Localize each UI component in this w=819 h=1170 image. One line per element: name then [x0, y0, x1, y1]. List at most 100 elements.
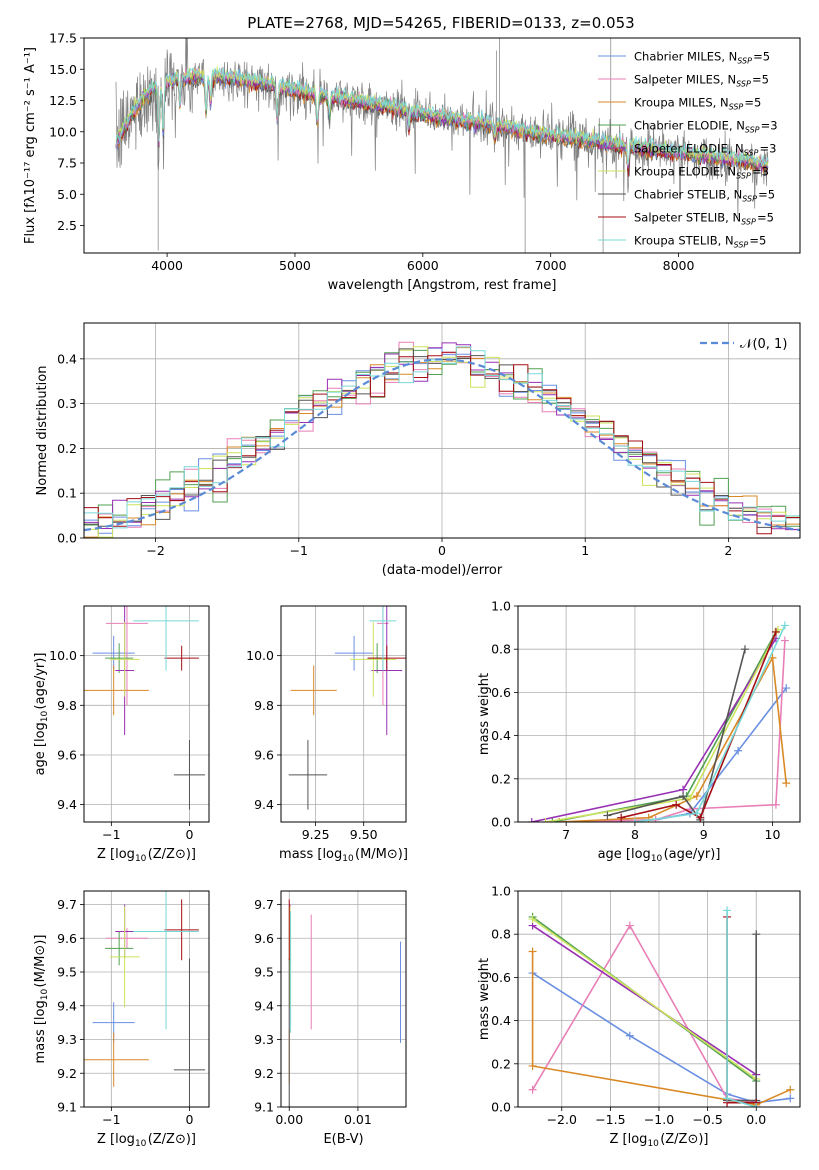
- y-tick-label: 1.0: [491, 884, 511, 899]
- y-tick-label: 9.4: [57, 998, 77, 1013]
- x-tick-label: 0: [185, 827, 193, 842]
- weight-marker-ss: [672, 800, 681, 809]
- x-tick-label: −1: [102, 827, 120, 842]
- legend-label: Salpeter MILES, NSSP =5: [634, 73, 769, 89]
- plot-area: [84, 341, 800, 538]
- y-tick-label: 9.8: [57, 698, 77, 713]
- weight-marker-ss: [771, 627, 780, 636]
- y-tick-label: 0.2: [57, 441, 77, 456]
- weight-marker-ks: [780, 621, 789, 630]
- grid-lines: [84, 606, 209, 822]
- y-tick-label: 1.0: [491, 599, 511, 614]
- weight-line-se: [532, 924, 757, 1076]
- x-tick-label: −0.5: [692, 1112, 722, 1127]
- y-axis-label: mass weight: [477, 958, 492, 1040]
- legend-label: Salpeter ELODIE, NSSP =3: [634, 142, 776, 158]
- x-tick-label: 9: [700, 827, 708, 842]
- legend-label: Kroupa STELIB, NSSP =5: [634, 234, 766, 250]
- x-tick-label: −2.0: [547, 1112, 577, 1127]
- axes: −2 −1 0 1 2 0.0 0.1 0.2 0.3 0.4 (data-model)/error…: [35, 322, 801, 578]
- y-tick-label: 0.0: [57, 531, 77, 546]
- legend-label: Chabrier ELODIE, NSSP =3: [634, 119, 778, 135]
- x-tick-label: 9.50: [350, 827, 378, 842]
- y-tick-label: 0.4: [491, 728, 511, 743]
- legend: 𝒩(0, 1): [700, 337, 787, 352]
- x-axis-label: wavelength [Angstrom, rest frame]: [328, 278, 557, 293]
- weight-marker-ke: [528, 915, 537, 924]
- weight-line-sm: [531, 924, 757, 1104]
- legend-label: Kroupa MILES, NSSP =5: [634, 96, 761, 112]
- x-tick-label: −1: [290, 543, 308, 558]
- y-tick-label: 9.6: [254, 931, 274, 946]
- weight-line-cm: [559, 687, 787, 822]
- y-tick-label: 9.4: [57, 797, 77, 812]
- x-axis-label: Z [log10 (Z/Z⊙)]: [97, 1132, 196, 1149]
- weight-line-ke: [532, 918, 757, 1080]
- axes-frame: [280, 605, 407, 823]
- y-tick-label: 0.0: [491, 815, 511, 830]
- weight-marker-sm: [780, 636, 789, 645]
- y-tick-label: 9.4: [254, 797, 274, 812]
- y-tick-label: 17.5: [49, 31, 77, 46]
- weight-marker-km: [528, 1061, 537, 1070]
- weight-line-km: [531, 951, 791, 1106]
- y-tick-label: 7.5: [57, 156, 77, 171]
- axes: −2.0 −1.5 −1.0 −0.5 0.0 0.0 0.2 0.4 0.6 0.8 1.0 Z […: [477, 884, 801, 1149]
- x-axis-label: Z [log10 (Z/Z⊙)]: [97, 847, 196, 864]
- weight-marker-ks: [630, 818, 639, 822]
- y-tick-label: 0.8: [491, 927, 511, 942]
- y-tick-label: 0.0: [491, 1100, 511, 1115]
- y-tick-label: 9.2: [254, 1066, 274, 1081]
- axes: 9.25 9.50 9.4 9.6 9.8 10.0 mass [log10 (M/M⊙)]: [246, 605, 408, 864]
- residuals-panel: −2 −1 0 1 2 0.0 0.1 0.2 0.3 0.4 (data-model)/error…: [35, 322, 801, 578]
- weight-marker-ke: [541, 818, 550, 822]
- x-tick-label: 8: [631, 827, 639, 842]
- y-tick-label: 5.0: [57, 187, 77, 202]
- legend-label: 𝒩(0, 1): [740, 337, 787, 352]
- legend: Chabrier MILES, NSSP =5 Salpeter MILES, N…: [598, 50, 778, 250]
- y-tick-label: 9.8: [254, 698, 274, 713]
- x-tick-label: 7: [562, 827, 570, 842]
- figure-title: PLATE=2768, MJD=54265, FIBERID=0133, z=0…: [247, 14, 634, 32]
- y-tick-label: 0.6: [491, 685, 511, 700]
- axes-frame: [83, 605, 210, 823]
- grid-lines: [518, 605, 800, 823]
- weight-marker-sm: [625, 921, 634, 930]
- axes: 7 8 9 10 0.0 0.2 0.4 0.6 0.8 1.0 age [log10 (age/y…: [477, 599, 801, 864]
- weight-marker-se: [527, 818, 536, 822]
- weight-marker-ks: [692, 809, 701, 818]
- weight-line-ss: [621, 631, 777, 819]
- plot-area: [288, 606, 406, 810]
- y-tick-label: 9.6: [254, 747, 274, 762]
- y-tick-label: 0.3: [57, 396, 77, 411]
- y-tick-label: 9.7: [254, 897, 274, 912]
- weight-line-cs: [607, 648, 746, 822]
- x-tick-label: 0.01: [344, 1112, 372, 1127]
- y-tick-label: 9.6: [57, 747, 77, 762]
- weight-marker-ks: [723, 1094, 732, 1103]
- y-tick-label: 0.4: [57, 351, 77, 366]
- weight-marker-ke: [685, 794, 694, 803]
- y-tick-label: 9.6: [57, 931, 77, 946]
- y-tick-label: 12.5: [49, 93, 77, 108]
- y-tick-label: 9.2: [57, 1066, 77, 1081]
- x-tick-label: 9.25: [302, 827, 330, 842]
- grid-lines: [84, 891, 209, 1108]
- x-tick-label: 7000: [535, 258, 567, 273]
- mass-vs-extinction-panel: 0.00 0.01 9.1 9.2 9.3 9.4 9.5 9.6 9.7 E(B-V): [254, 890, 407, 1147]
- weight-marker-cm: [625, 1031, 634, 1040]
- mass-vs-metallicity-panel: −1 0 9.1 9.2 9.3 9.4 9.5 9.6 9.7 Z [log10 (Z/Z⊙)]…: [33, 890, 210, 1149]
- y-tick-label: 9.1: [254, 1100, 274, 1115]
- spectrum-panel: 4000 5000 6000 7000 8000 2.5 5.0 7.5 10.0 12.5 15.…: [23, 31, 801, 293]
- y-tick-label: 0.4: [491, 1013, 511, 1028]
- x-tick-label: 5000: [279, 258, 311, 273]
- weight-marker-sm: [528, 1085, 537, 1094]
- x-tick-label: −1: [102, 1112, 120, 1127]
- axes-frame: [83, 890, 210, 1108]
- weight-marker-cs: [679, 792, 688, 801]
- y-axis-label: mass [log10 (M/M⊙)]: [33, 935, 50, 1064]
- x-tick-label: 10: [765, 827, 781, 842]
- normal-curve: [84, 358, 800, 532]
- legend-label: Kroupa ELODIE, NSSP =3: [634, 165, 769, 181]
